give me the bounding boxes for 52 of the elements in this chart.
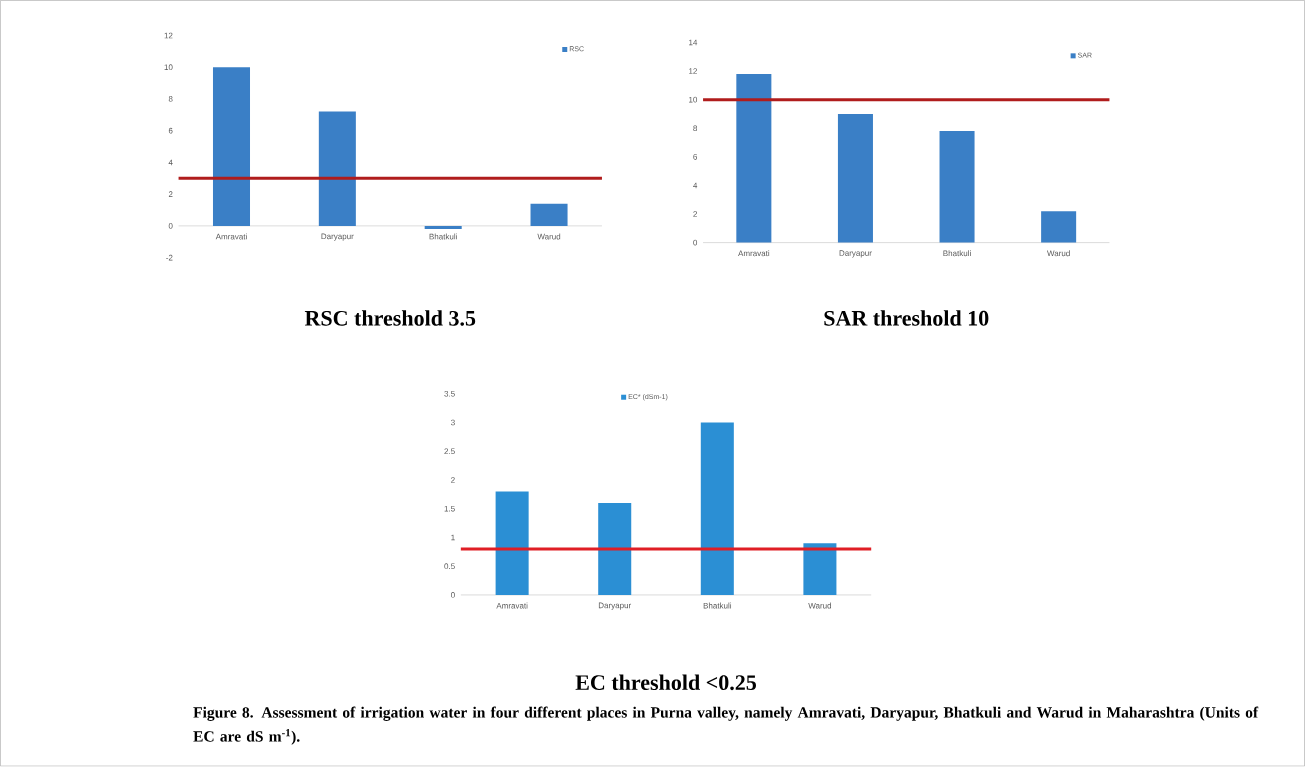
y-tick-label: -2	[166, 255, 173, 261]
y-tick-label: 0	[168, 223, 173, 229]
x-tick-label: Daryapur	[598, 602, 632, 611]
x-tick-label: Warud	[537, 233, 561, 240]
y-tick-label: 2	[451, 477, 455, 484]
y-tick-label: 4	[168, 159, 173, 166]
y-tick-label: 8	[168, 96, 173, 102]
text: EC threshold <0.25	[575, 674, 756, 691]
y-tick-label: 8	[693, 125, 698, 132]
text: RSC threshold 3.5	[304, 310, 476, 327]
x-tick-label: Amravati	[738, 250, 770, 257]
bar	[939, 131, 975, 243]
bar	[736, 74, 772, 243]
y-tick-label: 1.5	[444, 506, 455, 512]
x-tick-label: Warud	[808, 602, 832, 609]
bar	[318, 111, 356, 227]
bar	[212, 67, 251, 227]
x-tick-label: Warud	[1047, 250, 1070, 257]
bar	[598, 503, 632, 596]
y-tick-label: 0.5	[444, 563, 455, 570]
y-tick-label: 6	[693, 154, 698, 160]
y-tick-label: 6	[168, 128, 173, 134]
bar	[530, 203, 568, 227]
y-tick-label: 0	[451, 592, 455, 599]
x-tick-label: Daryapur	[321, 233, 354, 241]
bar	[837, 114, 873, 243]
y-tick-label: 4	[693, 182, 698, 189]
text: SAR threshold 10	[824, 310, 989, 326]
bar	[424, 226, 462, 230]
bar	[1041, 211, 1077, 243]
y-tick-label: 12	[164, 32, 173, 39]
y-tick-label: 2	[693, 211, 697, 218]
y-tick-label: 2	[168, 191, 173, 198]
x-tick-label: Amravati	[496, 602, 528, 609]
x-tick-label: Daryapur	[839, 250, 872, 258]
x-tick-label: Bhatkuli	[943, 250, 971, 257]
x-tick-label: Bhatkuli	[703, 602, 732, 609]
caption: Figure 8. Assessment of irrigation water in four different places in Purna valley, namely Amravati, Daryapur, Bhatkuli and Warud in Maharashtra (Units of EC are dS m$^{-1}$).	[193, 706, 1259, 746]
y-tick-label: 14	[689, 39, 698, 46]
y-tick-label: 3	[451, 419, 455, 426]
x-tick-label: Bhatkuli	[429, 233, 457, 240]
bar	[803, 543, 837, 596]
bar	[495, 491, 529, 596]
y-tick-label: 3.5	[444, 391, 455, 397]
y-tick-label: 12	[689, 68, 697, 75]
x-tick-label: Amravati	[215, 233, 247, 240]
bar	[700, 422, 734, 596]
y-tick-label: 0	[693, 240, 698, 246]
y-tick-label: 10	[689, 97, 698, 103]
y-tick-label: 1	[451, 534, 455, 541]
y-tick-label: 10	[164, 64, 173, 71]
y-tick-label: 2.5	[444, 448, 455, 455]
